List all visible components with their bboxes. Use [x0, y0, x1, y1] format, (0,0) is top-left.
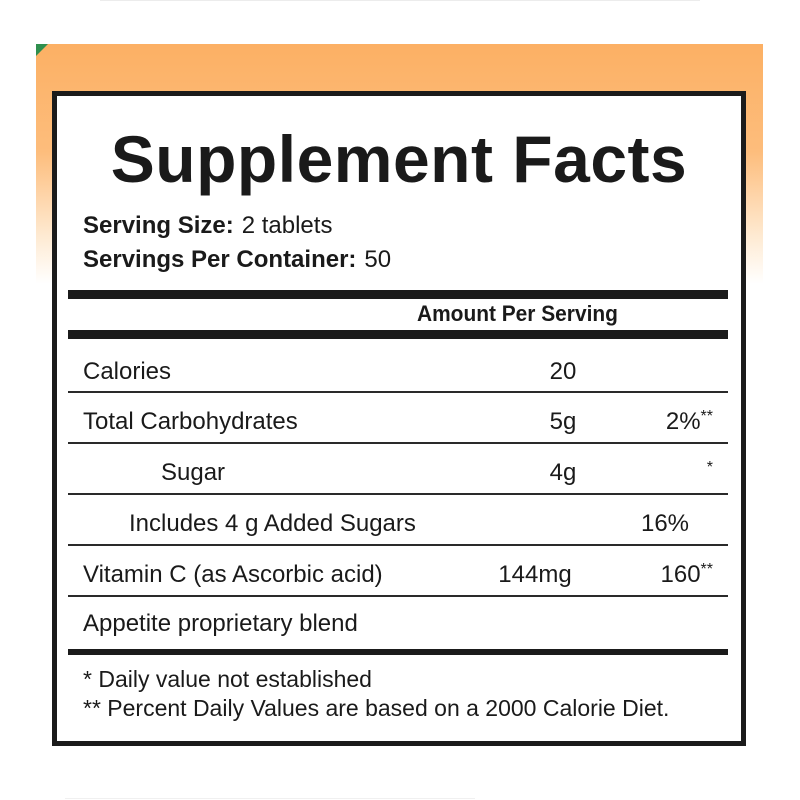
dv-footnote-mark: **	[700, 408, 713, 425]
amount-per-serving-header: Amount Per Serving	[417, 301, 618, 326]
supplement-facts-panel: Supplement Facts Serving Size: 2 tablets …	[52, 91, 746, 746]
bottom-edge-line	[65, 798, 475, 799]
thick-divider-top	[68, 290, 728, 299]
row-divider	[68, 493, 728, 495]
top-edge-line	[100, 0, 700, 1]
row-divider	[68, 595, 728, 597]
thick-divider-bottom	[68, 649, 728, 655]
row-amount: 5g	[549, 408, 577, 435]
row-divider	[68, 442, 728, 444]
dv-footnote-mark: *	[706, 459, 713, 476]
row-amount: 144mg	[498, 561, 572, 588]
row-label: Vitamin C (as Ascorbic acid)	[83, 561, 383, 588]
row-label: Sugar	[161, 459, 226, 486]
dv-footnote-mark: **	[700, 561, 713, 578]
row-divider	[68, 391, 728, 393]
row-amount: 20	[549, 358, 577, 385]
serving-size-value: 2 tablets	[241, 212, 333, 239]
row-daily-value: 160**	[660, 561, 714, 588]
panel-title: Supplement Facts	[110, 122, 688, 196]
serving-size-label: Serving Size:	[83, 212, 234, 239]
dv-value: 160	[660, 561, 701, 588]
serving-size: Serving Size: 2 tablets	[83, 214, 332, 238]
green-corner-accent	[36, 44, 48, 56]
row-label: Total Carbohydrates	[83, 408, 298, 435]
row-divider	[68, 544, 728, 546]
row-label: Calories	[83, 358, 172, 385]
row-daily-value: 2%**	[665, 408, 713, 435]
servings-per-container: Servings Per Container: 50	[83, 248, 391, 272]
servings-per-container-label: Servings Per Container:	[83, 246, 357, 273]
row-label: Appetite proprietary blend	[83, 610, 358, 637]
servings-per-container-value: 50	[364, 246, 392, 273]
row-label: Includes 4 g Added Sugars	[129, 510, 416, 537]
footnote-daily-value: * Daily value not established	[83, 666, 372, 692]
thick-divider-header	[68, 330, 728, 339]
row-amount: 4g	[549, 459, 577, 486]
row-daily-value: *	[706, 459, 713, 485]
row-daily-value: 16%	[640, 510, 690, 537]
footnote-percent-daily: ** Percent Daily Values are based on a 2…	[83, 695, 670, 721]
dv-value: 2%	[665, 408, 701, 435]
